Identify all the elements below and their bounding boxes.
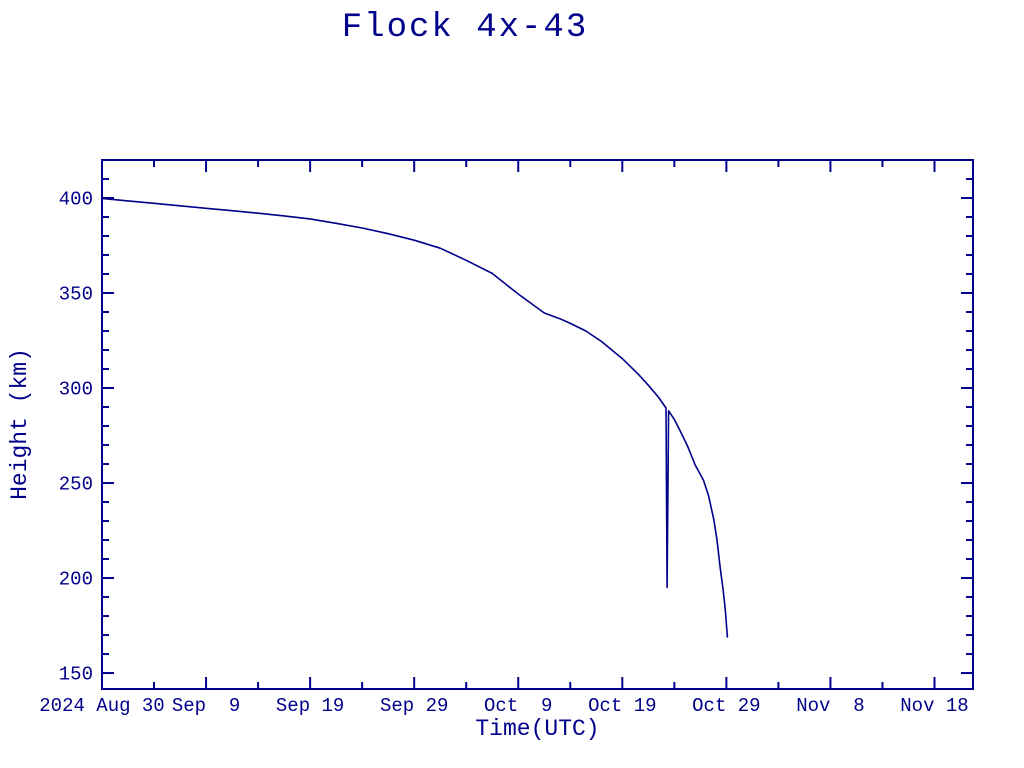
x-axis-label: Time(UTC) <box>475 716 600 742</box>
x-tick-label: Nov 18 <box>900 695 968 717</box>
x-tick-label: Oct 29 <box>692 695 760 717</box>
chart-title: Flock 4x-43 <box>341 9 589 47</box>
plot-frame <box>101 159 974 690</box>
x-tick-label: Oct 9 <box>484 695 552 717</box>
y-tick-label: 400 <box>59 189 93 211</box>
x-tick-label: Nov 8 <box>796 695 864 717</box>
y-tick-label: 300 <box>59 379 93 401</box>
y-tick-label: 150 <box>59 664 93 686</box>
x-tick-label: Sep 9 <box>172 695 240 717</box>
decay-curve <box>101 197 729 638</box>
x-tick-label: 2024 Aug 30 <box>39 695 164 717</box>
x-tick-label: Sep 19 <box>276 695 344 717</box>
x-tick-label: Oct 19 <box>588 695 656 717</box>
x-tick-label: Sep 29 <box>380 695 448 717</box>
y-tick-label: 200 <box>59 569 93 591</box>
y-tick-label: 250 <box>59 474 93 496</box>
y-tick-label: 350 <box>59 284 93 306</box>
